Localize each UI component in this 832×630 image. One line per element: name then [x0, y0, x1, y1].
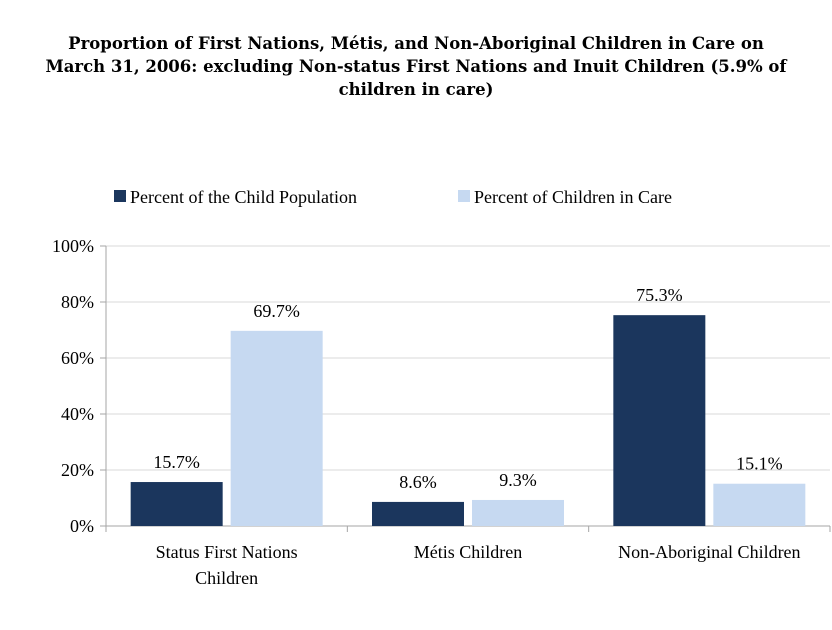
- data-label: 8.6%: [399, 472, 437, 492]
- y-tick-label: 0%: [70, 516, 94, 536]
- legend-label: Percent of Children in Care: [474, 187, 672, 207]
- data-label: 15.1%: [736, 454, 783, 474]
- chart-title-line: children in care): [338, 80, 494, 99]
- chart-title-line: March 31, 2006: excluding Non-status Fir…: [45, 57, 787, 76]
- bar: [713, 483, 806, 526]
- data-label: 9.3%: [499, 470, 537, 490]
- x-category-label: Children: [195, 568, 258, 588]
- chart-title-line: Proportion of First Nations, Métis, and …: [68, 34, 764, 53]
- data-label: 15.7%: [153, 452, 200, 472]
- data-label: 69.7%: [253, 301, 300, 321]
- y-tick-label: 60%: [61, 348, 94, 368]
- legend-label: Percent of the Child Population: [130, 187, 357, 207]
- y-tick-label: 20%: [61, 460, 94, 480]
- legend-swatch: [114, 190, 126, 202]
- bar: [613, 315, 706, 526]
- bar: [230, 330, 323, 526]
- bar: [372, 501, 464, 526]
- legend-swatch: [458, 190, 470, 202]
- y-tick-label: 40%: [61, 404, 94, 424]
- bar: [472, 499, 564, 526]
- x-category-label: Non-Aboriginal Children: [618, 542, 800, 562]
- bar: [130, 482, 223, 526]
- data-label: 75.3%: [636, 285, 683, 305]
- x-category-label: Métis Children: [414, 542, 523, 562]
- x-category-label: Status First Nations: [156, 542, 298, 562]
- y-tick-label: 80%: [61, 292, 94, 312]
- chart-title: Proportion of First Nations, Métis, and …: [0, 32, 832, 101]
- y-tick-label: 100%: [52, 236, 94, 256]
